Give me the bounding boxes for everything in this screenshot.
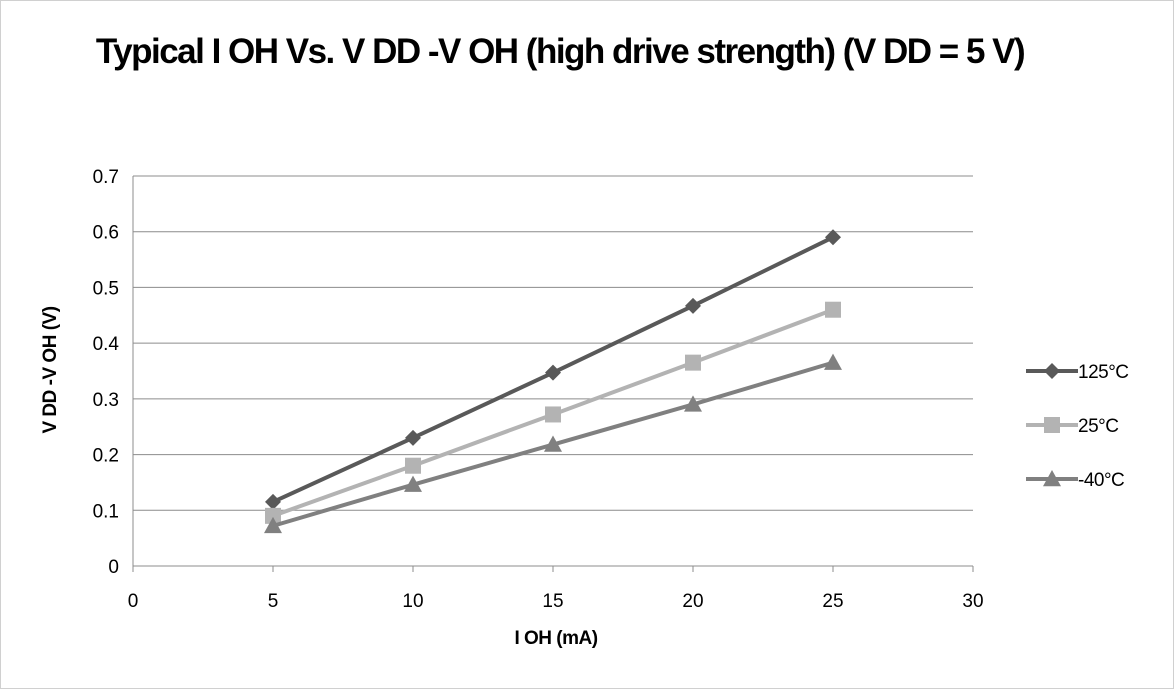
axes: 0 0.1 0.2 0.3 0.4 0.5 0.6 0.7 0 5 10 15 20 25 30 <box>93 167 984 612</box>
y-tick-label: 0.3 <box>93 390 119 411</box>
series-1 <box>265 301 841 524</box>
x-tick-label: 20 <box>682 591 703 612</box>
marker-diamond <box>1044 363 1060 379</box>
y-tick-label: 0.7 <box>93 167 119 188</box>
marker-triangle <box>544 435 562 452</box>
legend: 125°C 25°C -40°C <box>1026 362 1129 491</box>
chart-title: Typical I OH Vs. V DD -V OH (high drive … <box>96 32 1024 71</box>
marker-square <box>825 301 841 318</box>
gridlines <box>133 175 973 511</box>
x-tick-label: 25 <box>822 591 843 612</box>
legend-label: -40°C <box>1078 470 1124 491</box>
x-tick-label: 10 <box>402 591 423 612</box>
x-tick-label: 15 <box>542 591 563 612</box>
series-2 <box>264 353 842 534</box>
legend-item: 25°C <box>1026 416 1119 437</box>
marker-triangle <box>684 395 702 412</box>
marker-triangle <box>404 475 422 492</box>
marker-triangle <box>264 516 282 534</box>
y-tick-label: 0.5 <box>93 278 119 299</box>
y-tick-label: 0.2 <box>93 446 119 467</box>
series-0 <box>265 229 841 510</box>
y-tick-label: 0.1 <box>93 501 119 522</box>
marker-square <box>545 406 561 423</box>
y-tick-label: 0 <box>108 557 119 578</box>
series-lines <box>264 229 842 534</box>
y-axis-label: V DD -V OH (V) <box>40 306 61 433</box>
legend-label: 25°C <box>1078 416 1118 437</box>
marker-diamond <box>685 297 701 314</box>
y-tick-label: 0.6 <box>93 223 119 244</box>
marker-square <box>685 354 701 371</box>
x-axis-label: I OH (mA) <box>514 628 597 649</box>
marker-square <box>405 457 421 474</box>
marker-square <box>265 507 281 524</box>
marker-diamond <box>545 364 561 381</box>
y-tick-label: 0.4 <box>93 334 120 355</box>
marker-square <box>1044 417 1060 433</box>
marker-diamond <box>405 429 421 446</box>
legend-item: -40°C <box>1026 470 1125 491</box>
x-tick-label: 0 <box>128 591 139 612</box>
marker-diamond <box>825 229 841 246</box>
legend-label: 125°C <box>1078 362 1129 383</box>
marker-diamond <box>265 493 281 510</box>
legend-item: 125°C <box>1026 362 1129 383</box>
marker-triangle <box>1043 470 1061 487</box>
marker-triangle <box>824 353 842 370</box>
x-tick-label: 5 <box>268 591 279 612</box>
x-tick-label: 30 <box>962 591 983 612</box>
